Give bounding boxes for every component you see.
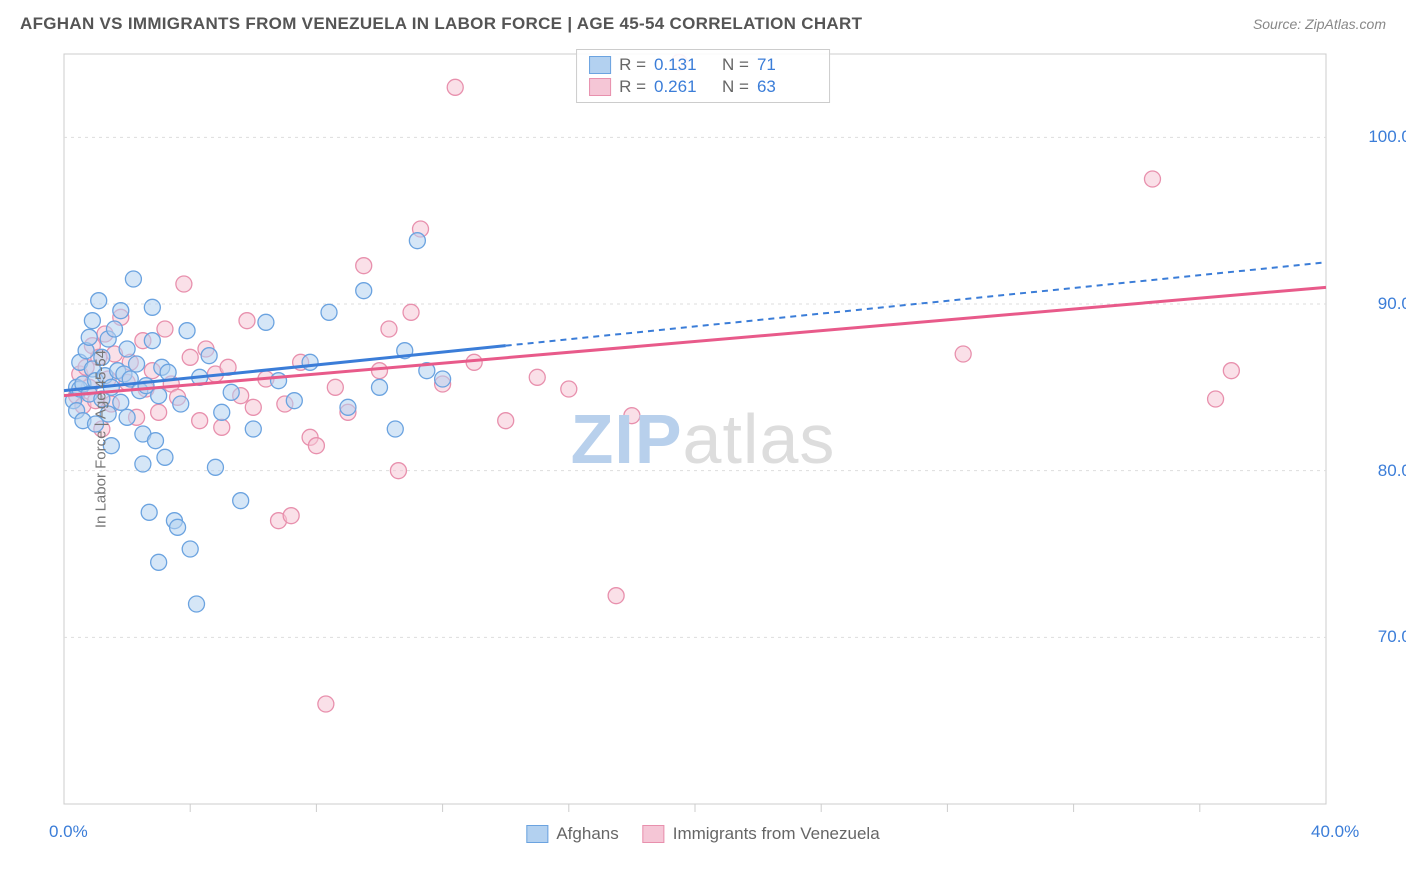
r-label: R = bbox=[619, 77, 646, 97]
swatch-pink bbox=[643, 825, 665, 843]
stats-row-series-2: R = 0.261 N = 63 bbox=[589, 76, 817, 98]
y-tick-label: 70.0% bbox=[1378, 627, 1406, 647]
series-legend: Afghans Immigrants from Venezuela bbox=[526, 824, 879, 844]
n-value-2: 63 bbox=[757, 77, 807, 97]
series-name-2: Immigrants from Venezuela bbox=[673, 824, 880, 844]
stats-row-series-1: R = 0.131 N = 71 bbox=[589, 54, 817, 76]
r-label: R = bbox=[619, 55, 646, 75]
r-value-2: 0.261 bbox=[654, 77, 704, 97]
chart-container: In Labor Force | Age 45-54 R = 0.131 N =… bbox=[20, 44, 1386, 834]
y-tick-label: 90.0% bbox=[1378, 294, 1406, 314]
legend-item-2: Immigrants from Venezuela bbox=[643, 824, 880, 844]
chart-svg bbox=[20, 44, 1346, 834]
n-value-1: 71 bbox=[757, 55, 807, 75]
source-label: Source: ZipAtlas.com bbox=[1253, 16, 1386, 32]
n-label: N = bbox=[722, 55, 749, 75]
swatch-pink bbox=[589, 78, 611, 96]
y-tick-label: 80.0% bbox=[1378, 461, 1406, 481]
legend-item-1: Afghans bbox=[526, 824, 618, 844]
swatch-blue bbox=[526, 825, 548, 843]
series-name-1: Afghans bbox=[556, 824, 618, 844]
chart-title: AFGHAN VS IMMIGRANTS FROM VENEZUELA IN L… bbox=[20, 14, 862, 34]
x-tick-label: 40.0% bbox=[1311, 822, 1359, 842]
y-axis-label: In Labor Force | Age 45-54 bbox=[93, 350, 110, 528]
r-value-1: 0.131 bbox=[654, 55, 704, 75]
chart-header: AFGHAN VS IMMIGRANTS FROM VENEZUELA IN L… bbox=[0, 0, 1406, 44]
swatch-blue bbox=[589, 56, 611, 74]
x-tick-label: 0.0% bbox=[49, 822, 88, 842]
y-tick-label: 100.0% bbox=[1368, 127, 1406, 147]
n-label: N = bbox=[722, 77, 749, 97]
stats-legend: R = 0.131 N = 71 R = 0.261 N = 63 bbox=[576, 49, 830, 103]
